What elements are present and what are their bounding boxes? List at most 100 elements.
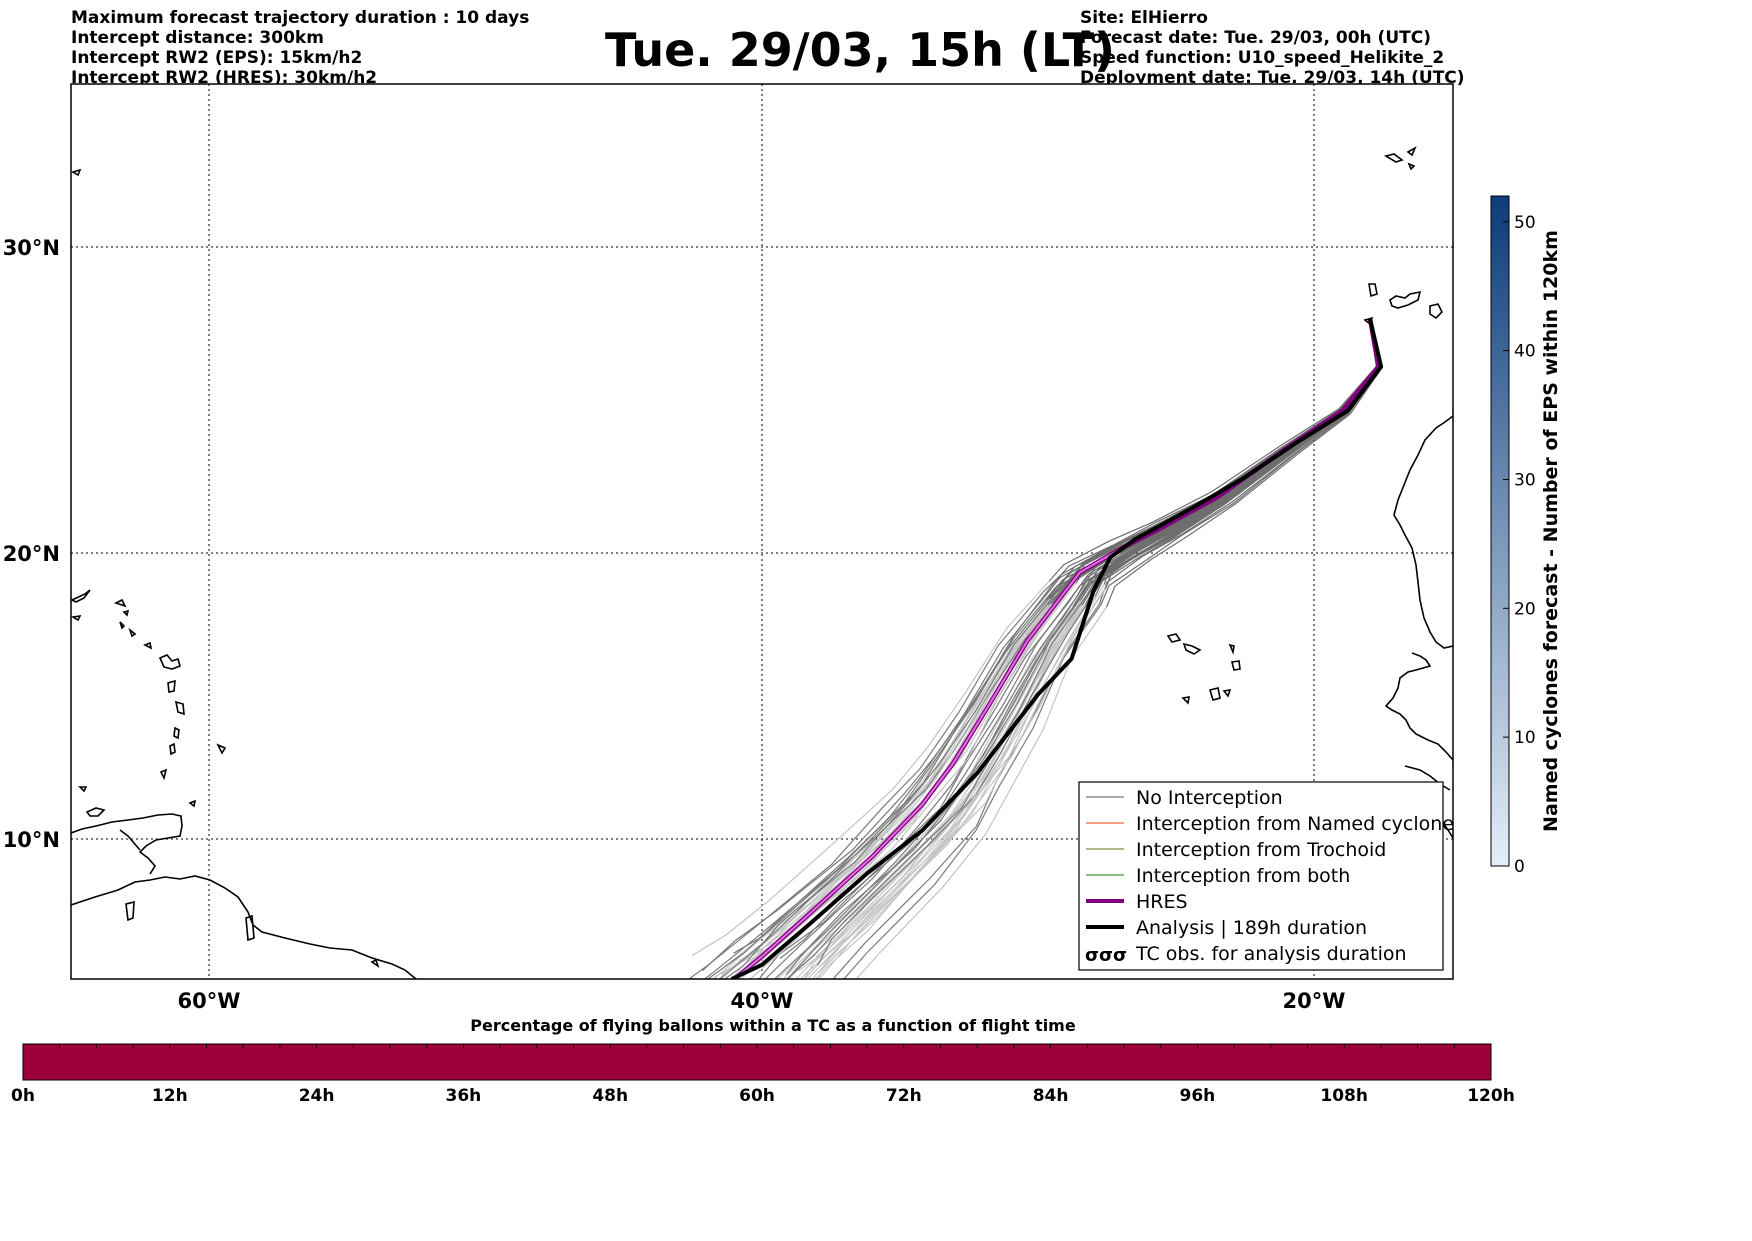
- hres-trajectory-highlight: [733, 547, 1122, 979]
- eps-track: [786, 600, 1079, 979]
- header-right-line: Site: ElHierro: [1080, 8, 1208, 28]
- island: [245, 914, 255, 942]
- canary-islands: [1389, 290, 1422, 309]
- colorbar-right-tick-label: 10: [1514, 728, 1536, 748]
- analysis-trajectory: [730, 318, 1384, 979]
- cape-verde-islands: [1182, 642, 1202, 655]
- eps-track: [1048, 319, 1378, 582]
- eps-track: [723, 593, 1057, 979]
- colorbar-bottom-tick-label: 120h: [1467, 1086, 1515, 1106]
- colorbar-bottom-tick-label: 48h: [592, 1086, 628, 1106]
- colorbar-bottom-tick-label: 12h: [152, 1086, 188, 1106]
- colorbar-right-ticks: 0 10 20 30 40 50: [1503, 213, 1536, 877]
- header-right-line: Speed function: U10_speed_Helikite_2: [1080, 48, 1445, 68]
- island: [119, 621, 126, 630]
- canary-islands: [1368, 283, 1378, 298]
- island: [113, 598, 127, 608]
- island: [173, 726, 180, 740]
- eps-track: [764, 604, 1068, 979]
- colorbar-right-tick-label: 20: [1514, 599, 1536, 619]
- africa-coast: [1393, 415, 1453, 649]
- cape-verde-islands: [1208, 687, 1221, 701]
- lat-label: 10°N: [3, 828, 60, 852]
- colorbar-right-bar: [1490, 195, 1510, 867]
- colorbar-bottom-tick-label: 72h: [886, 1086, 922, 1106]
- cape-verde-islands: [1222, 688, 1232, 698]
- header-right-line: Deployment date: Tue. 29/03, 14h (UTC): [1080, 68, 1465, 88]
- colorbar-bottom-tick-label: 24h: [299, 1086, 335, 1106]
- eps-track: [785, 592, 1089, 979]
- island: [71, 589, 91, 603]
- south-america-coast: [71, 875, 417, 979]
- colorbar-right-tick-label: 50: [1514, 213, 1536, 233]
- header-left-line: Intercept RW2 (EPS): 15km/h2: [71, 48, 363, 68]
- colorbar-right: 0 10 20 30 40 50 Named cyclones forecast - Nu…: [1490, 195, 1562, 877]
- eps-track: [816, 580, 1103, 966]
- island: [188, 799, 197, 808]
- legend-label: TC obs. for analysis duration: [1135, 943, 1407, 965]
- island: [158, 654, 181, 670]
- eps-track: [843, 604, 1102, 979]
- canary-islands: [1407, 162, 1416, 171]
- colorbar-bottom-bar: [22, 1043, 1492, 1081]
- island: [71, 614, 82, 622]
- eps-track: [717, 598, 1051, 979]
- eps-track: [691, 580, 1050, 957]
- cape-verde-islands: [1231, 660, 1241, 671]
- legend-label: Analysis | 189h duration: [1136, 917, 1367, 939]
- colorbar-right-tick-label: 0: [1514, 857, 1525, 877]
- tc-obs-symbol-icon: σσσ: [1085, 945, 1127, 966]
- eps-track: [758, 591, 1077, 979]
- eps-track: [788, 594, 1084, 979]
- eps-track: [818, 588, 1106, 973]
- island: [159, 768, 168, 781]
- colorbar-bottom: Percentage of flying ballons within a TC…: [11, 1016, 1515, 1106]
- page-title: Tue. 29/03, 15h (LT): [605, 23, 1115, 77]
- header-left: Maximum forecast trajectory duration : 1…: [71, 8, 529, 88]
- canary-islands: [1383, 153, 1404, 163]
- cape-verde-islands: [1166, 633, 1182, 643]
- island: [174, 700, 185, 716]
- lat-label: 20°N: [3, 542, 60, 566]
- colorbar-bottom-tick-label: 84h: [1033, 1086, 1069, 1106]
- island: [128, 627, 137, 638]
- cape-verde-islands: [1228, 643, 1235, 655]
- header-left-line: Intercept distance: 300km: [71, 28, 324, 48]
- colorbar-bottom-tick-label: 60h: [739, 1086, 775, 1106]
- legend-label: HRES: [1136, 891, 1188, 913]
- island: [143, 641, 153, 650]
- colorbar-right-tick-label: 40: [1514, 342, 1536, 362]
- island: [78, 786, 88, 793]
- island: [125, 900, 135, 922]
- header-left-line: Intercept RW2 (HRES): 30km/h2: [71, 68, 378, 88]
- lat-label: 30°N: [3, 236, 60, 260]
- legend-label: Interception from Trochoid: [1136, 839, 1386, 861]
- canary-islands: [1406, 146, 1417, 157]
- lon-label: 20°W: [1283, 989, 1346, 1013]
- colorbar-bottom-tick-label: 36h: [446, 1086, 482, 1106]
- eps-track: [811, 603, 1086, 979]
- colorbar-bottom-ticks: 0h 12h 24h 36h 48h 60h 72h 84h 96h 108h 120h: [11, 1044, 1515, 1106]
- eps-track: [855, 606, 1107, 979]
- island: [169, 742, 176, 756]
- island: [85, 807, 106, 817]
- eps-track: [815, 595, 1096, 979]
- eps-track: [1105, 318, 1383, 608]
- legend-label: Interception from both: [1136, 865, 1350, 887]
- lon-label: 40°W: [731, 989, 794, 1013]
- colorbar-bottom-tick-label: 0h: [11, 1086, 35, 1106]
- colorbar-bottom-tick-label: 108h: [1320, 1086, 1368, 1106]
- legend-label: No Interception: [1136, 787, 1283, 809]
- header-left-line: Maximum forecast trajectory duration : 1…: [71, 8, 530, 28]
- caribbean-coast: [71, 813, 183, 875]
- coastlines: [71, 146, 1453, 979]
- legend-label: Interception from Named cyclone: [1136, 813, 1454, 835]
- eps-track: [719, 601, 1047, 979]
- colorbar-right-label: Named cyclones forecast - Number of EPS …: [1540, 230, 1562, 832]
- legend-box: [1078, 781, 1444, 971]
- colorbar-right-tick-label: 30: [1514, 470, 1536, 490]
- island: [122, 609, 130, 617]
- colorbar-bottom-tick-label: 96h: [1180, 1086, 1216, 1106]
- venezuela-inner-coast: [119, 829, 141, 851]
